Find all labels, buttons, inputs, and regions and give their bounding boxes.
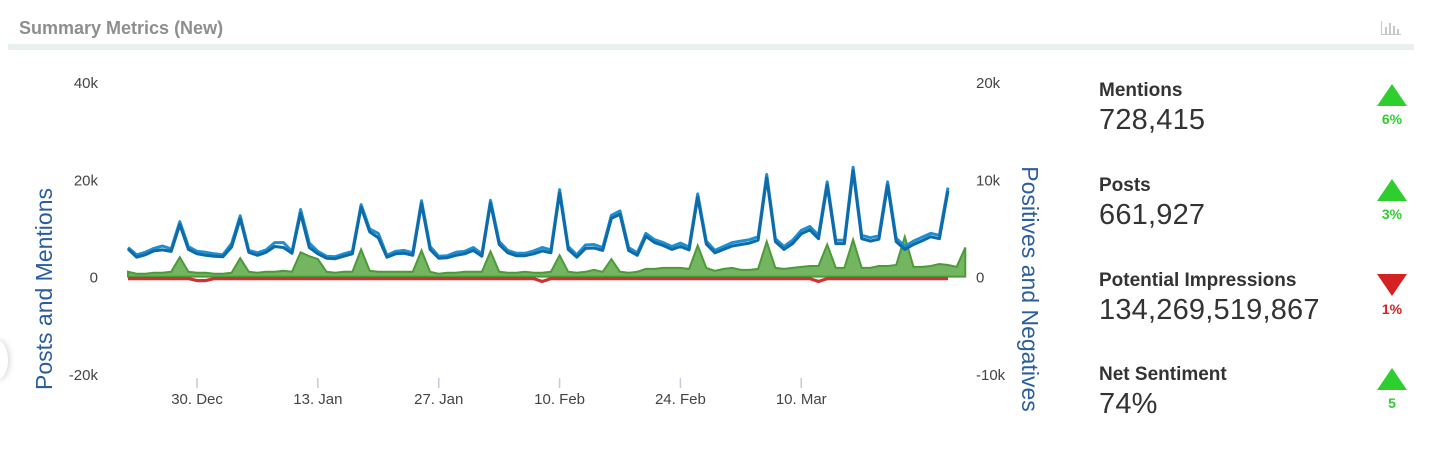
bar-chart-icon[interactable] [1380, 18, 1402, 36]
x-tick-label: 24. Feb [655, 391, 706, 408]
change-value: 1% [1381, 301, 1403, 317]
x-tick-label: 10. Mar [776, 391, 827, 408]
metric-value: 74% [1099, 388, 1158, 420]
x-tick-label: 30. Dec [171, 391, 223, 408]
series-line-mentions [127, 165, 950, 259]
change-value: 3% [1381, 206, 1403, 222]
summary-line-chart: 40k 20k 0 -20k 20k 10k 0 -10k Posts and Mentio… [31, 75, 1043, 412]
y-right-axis-title: Positives and Negatives [1017, 166, 1043, 411]
metric-value: 728,415 [1099, 104, 1206, 136]
series-line-negatives [128, 277, 948, 284]
change-value: 5 [1388, 395, 1396, 411]
up-arrow-icon [1377, 84, 1407, 106]
metric-value: 134,269,519,867 [1099, 294, 1320, 326]
y-left-tick-label: -20k [69, 367, 99, 384]
series-layer [126, 165, 967, 284]
metric-potential-impressions: Potential Impressions 134,269,519,867 [1099, 270, 1419, 327]
y-left-tick-label: 20k [74, 172, 99, 189]
trend-potential-impressions: 1% [1372, 274, 1412, 317]
summary-header: Summary Metrics (New) [8, 0, 1414, 50]
metric-label: Mentions [1099, 80, 1183, 101]
x-tick-label: 10. Feb [534, 391, 585, 408]
change-value: 6% [1381, 111, 1403, 127]
y-right-ticks: 20k 10k 0 -10k [976, 75, 1006, 384]
metric-mentions: Mentions 728,415 [1099, 80, 1419, 137]
y-right-tick-label: 20k [976, 75, 1001, 92]
up-arrow-icon [1377, 368, 1407, 390]
x-tick-label: 13. Jan [293, 391, 342, 408]
metric-value: 661,927 [1099, 199, 1206, 231]
series-line-posts [126, 169, 950, 261]
y-left-tick-label: 0 [90, 270, 98, 287]
x-ticks: 30. Dec 13. Jan 27. Jan 10. Feb 24. Feb 10. M… [171, 378, 827, 408]
y-right-tick-label: 0 [976, 270, 984, 287]
y-right-tick-label: -10k [976, 367, 1006, 384]
trend-mentions: 6% [1372, 84, 1412, 127]
metric-posts: Posts 661,927 [1099, 175, 1419, 232]
y-right-tick-label: 10k [976, 172, 1001, 189]
metric-net-sentiment: Net Sentiment 74% [1099, 364, 1419, 421]
trend-net-sentiment: 5 [1372, 368, 1412, 411]
series-area-positives [127, 233, 967, 278]
y-left-axis-title: Posts and Mentions [31, 188, 57, 390]
metric-label: Potential Impressions [1099, 270, 1297, 291]
up-arrow-icon [1377, 179, 1407, 201]
y-left-ticks: 40k 20k 0 -20k [69, 75, 99, 384]
metric-label: Net Sentiment [1099, 364, 1227, 385]
down-arrow-icon [1377, 274, 1407, 296]
x-tick-label: 27. Jan [414, 391, 463, 408]
metric-label: Posts [1099, 175, 1151, 196]
y-left-tick-label: 40k [74, 75, 99, 92]
trend-posts: 3% [1372, 179, 1412, 222]
panel-title: Summary Metrics (New) [19, 18, 224, 38]
